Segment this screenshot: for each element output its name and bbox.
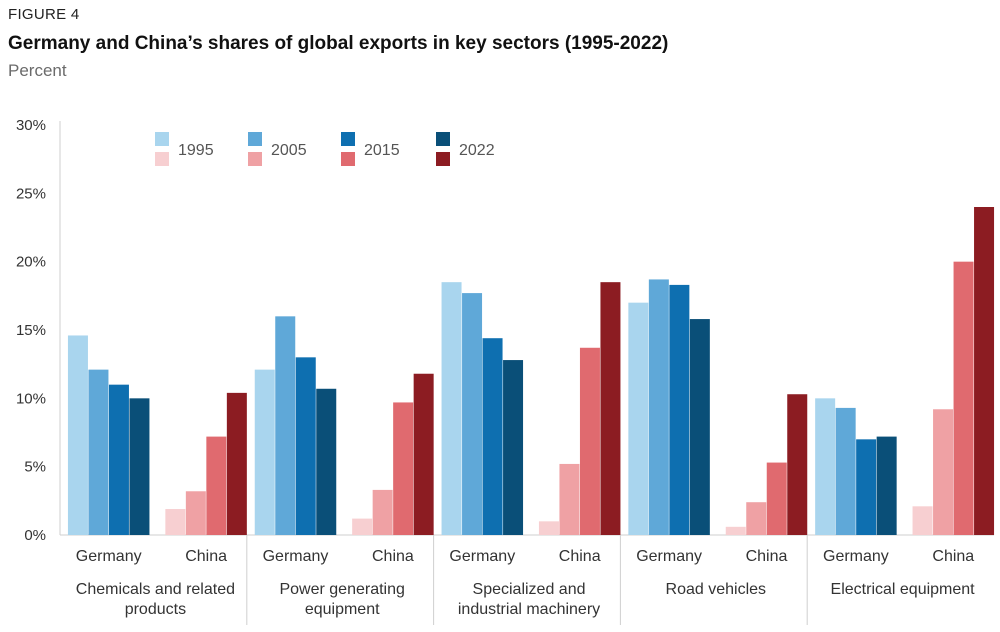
sector-label: equipment [305,601,380,618]
bar-germany-2005 [835,407,856,535]
bar-germany-1995 [67,335,88,535]
legend-swatch-germany-2022 [436,132,450,146]
sector-label: Power generating [279,581,404,598]
bar-germany-2015 [295,357,316,535]
country-label-china: China [746,548,788,565]
legend-swatch-china-2015 [341,152,355,166]
bar-china-2022 [226,392,247,535]
bar-germany-2015 [108,384,129,535]
bar-germany-2015 [856,439,877,535]
bar-china-2015 [953,261,974,535]
bar-china-2015 [766,462,787,535]
bar-china-2015 [579,347,600,535]
chart-title: Germany and China’s shares of global exp… [8,33,669,54]
sector-label: Road vehicles [666,581,767,598]
legend-swatch-china-2005 [248,152,262,166]
country-label-china: China [372,548,414,565]
y-tick-label: 30% [16,117,46,134]
country-label-germany: Germany [76,548,142,565]
country-label-china: China [559,548,601,565]
bar-china-2022 [600,282,621,535]
country-label-germany: Germany [823,548,889,565]
bar-china-2022 [974,207,995,535]
bar-china-2005 [185,491,206,535]
figure-label: FIGURE 4 [8,6,80,23]
bar-germany-2005 [462,293,483,535]
legend-label-1995: 1995 [178,142,214,159]
bar-china-1995 [538,521,559,535]
bar-china-2022 [413,373,434,535]
bar-china-2005 [746,502,767,535]
bar-china-1995 [725,526,746,535]
sector-label: Electrical equipment [831,581,976,598]
country-label-germany: Germany [636,548,702,565]
y-tick-label: 15% [16,322,46,339]
sector-label: Chemicals and related [76,581,235,598]
country-label-germany: Germany [263,548,329,565]
legend-label-2015: 2015 [364,142,400,159]
bar-germany-1995 [628,302,649,535]
y-tick-label: 25% [16,185,46,202]
bar-germany-2015 [669,284,690,535]
bar-germany-2022 [876,436,897,535]
bar-china-1995 [352,518,373,535]
bar-germany-2022 [129,398,150,535]
bar-germany-1995 [254,369,275,535]
bar-germany-2005 [88,369,109,535]
bar-china-1995 [165,509,186,535]
bar-germany-2015 [482,338,503,535]
legend-swatch-germany-2005 [248,132,262,146]
country-label-germany: Germany [449,548,515,565]
sector-label: industrial machinery [458,601,600,618]
bar-germany-1995 [441,282,462,535]
y-tick-label: 5% [24,459,46,476]
chart-subtitle: Percent [8,61,67,80]
bar-germany-1995 [815,398,836,535]
y-tick-label: 10% [16,390,46,407]
bar-germany-2022 [689,319,710,535]
bar-china-1995 [912,506,933,535]
sector-label: Specialized and [473,581,586,598]
bar-china-2015 [206,436,227,535]
legend-label-2022: 2022 [459,142,495,159]
bar-china-2005 [372,489,393,535]
bar-germany-2022 [503,360,524,535]
bar-germany-2022 [316,388,337,535]
legend-swatch-germany-1995 [155,132,169,146]
bar-germany-2005 [275,316,296,535]
legend-label-2005: 2005 [271,142,307,159]
bar-china-2015 [393,402,414,535]
y-tick-label: 20% [16,254,46,271]
bar-china-2022 [787,394,808,535]
country-label-china: China [185,548,227,565]
sector-label: products [125,601,186,618]
bar-germany-2005 [648,279,669,535]
y-tick-label: 0% [24,527,46,544]
bar-china-2005 [933,409,954,535]
country-label-china: China [932,548,974,565]
legend-swatch-germany-2015 [341,132,355,146]
bar-china-2005 [559,463,580,535]
legend-swatch-china-2022 [436,152,450,166]
legend-swatch-china-1995 [155,152,169,166]
